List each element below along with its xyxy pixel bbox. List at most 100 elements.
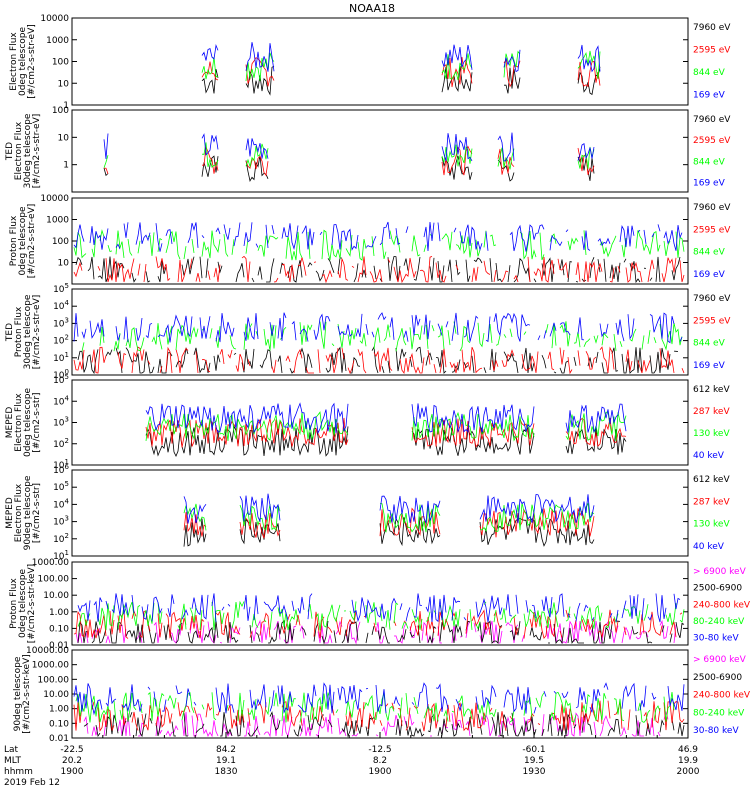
legend-entry: 2595 eV xyxy=(693,225,731,235)
series-trace xyxy=(201,56,601,88)
y-axis-label: [#/cm2-s-str-eV] xyxy=(32,114,42,189)
y-axis-label: Electron Flux xyxy=(14,121,24,180)
y-tick-label: 10 xyxy=(58,259,70,269)
y-tick-label: 1 xyxy=(63,161,69,171)
y-tick-label: 10000 xyxy=(40,14,69,24)
date-label: 2019 Feb 12 xyxy=(4,778,60,788)
series-trace xyxy=(201,65,601,96)
series-trace xyxy=(78,593,684,622)
x-axis: Lat -22.5 84.2 -12.5 -60.1 46.9 MLT 20.2 19.1 8.2… xyxy=(4,732,700,788)
x-tick-label: 19.5 xyxy=(524,756,544,766)
y-axis-label: 30deg telescope xyxy=(23,113,33,188)
y-axis-label: TED xyxy=(5,142,15,161)
x-tick-label: 1930 xyxy=(523,767,546,777)
series-trace xyxy=(73,682,685,716)
y-tick-label: 1.00 xyxy=(49,705,69,715)
legend-entry: 240-800 keV xyxy=(693,691,750,701)
y-axis-label: MEPED xyxy=(5,407,15,439)
y-axis-label: 0deg telescope xyxy=(23,388,33,458)
x-row-label: Lat xyxy=(4,745,19,755)
legend-entry: 7960 eV xyxy=(693,203,731,213)
y-axis-label: [#/cm2-s-str] xyxy=(32,392,42,452)
y-tick-label: 104 xyxy=(53,299,69,312)
x-row-label: hhmm xyxy=(4,767,33,777)
y-axis-label: 30deg telescope xyxy=(23,294,33,369)
panel-ted-p-0: 10 100 1000 10000 Proton Flux 0deg telescope[… xyxy=(9,194,731,285)
series-trace xyxy=(73,229,685,261)
y-tick-label: 100 xyxy=(52,106,69,116)
y-tick-label: 1 xyxy=(63,101,69,111)
y-axis-label: [#/cm2-s-str-eV] xyxy=(27,24,37,99)
legend-entry: 2595 eV xyxy=(693,46,731,56)
legend-entry: 30-80 keV xyxy=(693,634,739,644)
y-axis-label: Proton Flux xyxy=(9,578,19,629)
legend-entry: 169 eV xyxy=(693,270,726,280)
x-tick-label: 19.9 xyxy=(678,756,698,766)
y-tick-label: 104 xyxy=(53,497,69,510)
series-trace xyxy=(103,145,595,177)
legend-entry: 40 keV xyxy=(693,542,725,552)
series-trace xyxy=(77,600,685,631)
y-tick-label: 1000 xyxy=(46,216,69,226)
x-tick-label: 1900 xyxy=(61,767,84,777)
series-trace xyxy=(78,347,684,373)
panel-frame xyxy=(71,561,689,646)
series-trace xyxy=(73,609,683,639)
x-tick-label: 8.2 xyxy=(373,756,387,766)
legend-entry: 2595 eV xyxy=(693,316,731,326)
y-tick-label: 10000 xyxy=(40,194,69,204)
y-axis-label: 0deg telescope xyxy=(18,206,28,276)
legend-entry: 612 keV xyxy=(693,385,730,395)
x-tick-label: 46.9 xyxy=(678,745,698,755)
x-tick-label: -60.1 xyxy=(522,745,545,755)
legend-entry: 287 keV xyxy=(693,497,730,507)
legend-entry: 2500-6900 xyxy=(693,584,742,594)
y-tick-label: 100.00 xyxy=(38,575,70,585)
panel-ted-e-0: 1 10 100 1000 10000 Electron Flux 0deg telesco… xyxy=(9,14,731,111)
legend-entry: 2500-6900 xyxy=(693,673,742,683)
series-trace xyxy=(73,346,685,375)
y-axis-label: TED xyxy=(5,323,15,342)
legend-entry: 240-800 keV xyxy=(693,600,750,610)
series-trace xyxy=(73,221,683,252)
x-tick-label: 20.2 xyxy=(62,756,82,766)
legend-entry: 169 eV xyxy=(693,178,726,188)
legend-entry: > 6900 keV xyxy=(693,567,747,577)
legend-entry: 7960 eV xyxy=(693,115,731,125)
legend-entry: 844 eV xyxy=(693,157,726,167)
legend-entry: 40 keV xyxy=(693,451,725,461)
y-tick-label: 0.10 xyxy=(49,719,69,729)
series-trace xyxy=(145,417,627,448)
y-tick-label: 0.10 xyxy=(49,624,69,634)
panel-frame xyxy=(71,379,689,466)
y-tick-label: 1.00 xyxy=(49,608,69,618)
series-trace xyxy=(83,711,685,738)
series-trace xyxy=(183,516,595,547)
series-trace xyxy=(201,50,601,82)
y-axis-label: Electron Flux xyxy=(14,483,24,542)
y-axis-label: [#/cm2-s-str-eV] xyxy=(32,295,42,370)
y-tick-label: 10000.00 xyxy=(26,646,69,656)
y-tick-label: 1000.00 xyxy=(32,661,69,671)
y-axis-label: Electron Flux xyxy=(14,393,24,452)
panel-meped-p-0: 0.01 0.10 1.00 10.00 100.00 1000.00 Proton Flu… xyxy=(9,558,750,651)
legend-entry: 7960 eV xyxy=(693,294,731,304)
panel-frame xyxy=(71,109,689,193)
legend-entry: 169 eV xyxy=(693,91,726,101)
legend-entry: 169 eV xyxy=(693,361,726,371)
y-axis-label: [#/cm2-s-str] xyxy=(32,483,42,543)
y-axis-label: [#/cm2-s-str-keV] xyxy=(27,564,37,643)
x-row-label: MLT xyxy=(4,756,22,766)
series-trace xyxy=(201,42,601,73)
y-axis-label: 0deg telescope xyxy=(18,569,28,639)
legend-entry: > 6900 keV xyxy=(693,655,747,665)
y-tick-label: 1000 xyxy=(46,36,69,46)
x-tick-label: -12.5 xyxy=(368,745,391,755)
legend-entry: 844 eV xyxy=(693,339,726,349)
panel-frame xyxy=(71,288,689,376)
series-trace xyxy=(103,155,595,183)
